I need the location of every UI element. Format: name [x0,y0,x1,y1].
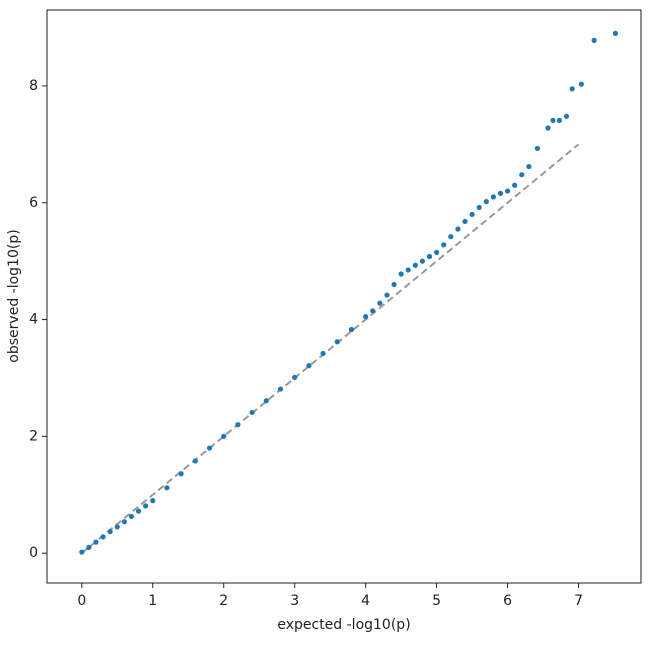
point [107,528,113,535]
point [504,188,511,194]
x-tick-label: 3 [290,593,299,609]
point [550,117,556,123]
x-axis-label: expected -log10(p) [277,617,410,633]
point [164,485,170,491]
point [526,163,532,170]
point [398,271,404,277]
point [135,508,142,514]
point [419,258,426,264]
point [476,204,482,211]
plot-frame [46,9,642,584]
x-tick-label: 7 [574,593,583,609]
point [519,172,525,178]
point [277,386,284,392]
x-tick-label: 1 [148,593,157,609]
y-tick-label: 0 [29,545,38,561]
point [578,81,584,87]
x-tick-label: 0 [77,593,86,609]
point [86,544,92,550]
y-tick-label: 2 [29,428,38,444]
point [384,292,390,298]
y-tick-label: 4 [29,312,38,328]
point [441,242,447,248]
reference-line [81,143,580,554]
point [143,503,149,509]
point [377,300,383,306]
point [391,281,397,288]
point [93,539,99,545]
point [448,234,454,240]
point [206,445,213,451]
point [434,249,440,256]
point [263,398,269,404]
point [534,145,540,152]
point [100,534,106,540]
point [235,422,241,428]
point [512,182,518,188]
point [334,339,340,345]
x-tick-label: 4 [361,593,370,609]
point [563,113,570,119]
point [612,30,619,36]
x-tick-label: 2 [219,593,228,609]
point [405,267,411,273]
point [363,314,369,320]
point [370,308,376,314]
point [320,350,326,357]
x-tick-label: 6 [503,593,512,609]
point [591,37,597,43]
point [150,498,156,504]
point [249,409,255,416]
point [192,458,198,464]
point [556,117,562,123]
point [483,198,489,205]
point [569,86,575,92]
point [178,471,184,477]
point [121,519,127,525]
point [292,374,298,380]
point [128,513,135,520]
y-axis-label: observed -log10(p) [6,229,22,362]
point [469,211,475,218]
point [306,363,312,369]
point [497,190,504,197]
point [426,253,433,260]
point [455,226,461,232]
point [490,194,496,200]
point [221,433,227,439]
point [412,262,418,268]
point [545,125,551,131]
y-tick-label: 6 [29,195,38,211]
point [462,218,468,225]
point [114,524,120,530]
point [348,326,355,333]
y-tick-label: 8 [29,78,38,94]
point [79,549,85,555]
x-tick-label: 5 [432,593,441,609]
